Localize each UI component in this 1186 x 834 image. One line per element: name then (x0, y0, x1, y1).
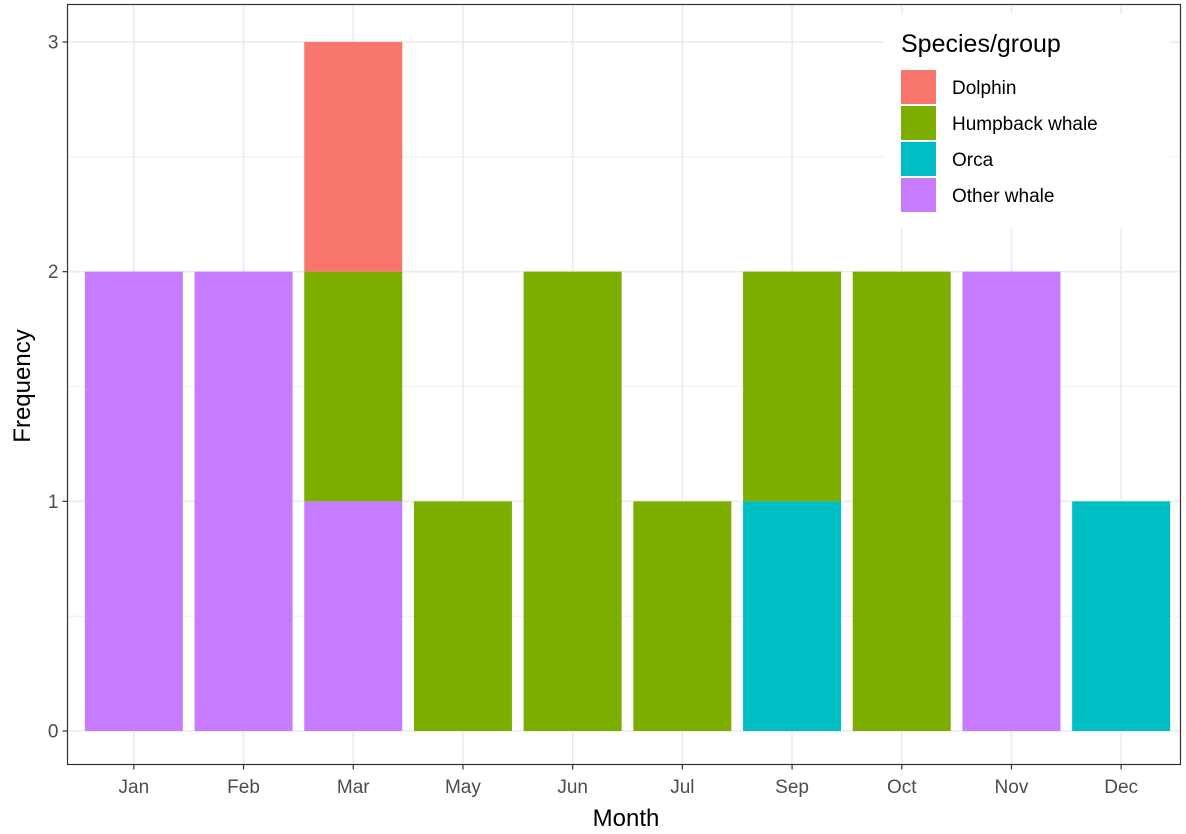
legend: Species/group Dolphin Humpback whale Orca O… (884, 14, 1170, 228)
bar-mar-other-whale (304, 501, 403, 731)
bar-mar-dolphin (304, 41, 403, 272)
panel-border (66, 3, 1182, 766)
y-axis-title: Frequency (9, 329, 36, 442)
x-axis: Jan Feb Mar May Jun Jul Sep Oct Nov Dec (119, 764, 1138, 798)
bar-sep-humpback-whale (743, 271, 842, 502)
legend-key-other-whale (901, 178, 936, 212)
bar-feb-other-whale (194, 271, 293, 731)
legend-key-orca (901, 142, 936, 176)
y-tick-label: 3 (48, 32, 59, 53)
legend-label-other-whale: Other whale (952, 186, 1054, 207)
bar-may-humpback-whale (413, 501, 512, 731)
x-tick-label-nov: Nov (995, 777, 1029, 798)
x-axis-title: Month (593, 805, 660, 832)
bar-jul-humpback-whale (633, 501, 732, 731)
bar-mar-humpback-whale (304, 271, 403, 502)
x-tick-label-jun: Jun (557, 777, 588, 798)
x-tick-label-jul: Jul (670, 777, 694, 798)
y-tick-label: 1 (48, 492, 59, 513)
y-tick-label: 2 (48, 262, 59, 283)
x-tick-label-feb: Feb (227, 777, 260, 798)
x-tick-label-dec: Dec (1104, 777, 1138, 798)
y-tick-label: 0 (48, 722, 59, 743)
bar-dec-orca (1072, 501, 1171, 731)
x-tick-label-oct: Oct (887, 777, 917, 798)
legend-label-dolphin: Dolphin (952, 78, 1016, 99)
x-tick-label-jan: Jan (119, 777, 150, 798)
bar-jun-humpback-whale (523, 271, 622, 731)
legend-key-dolphin (901, 70, 936, 104)
bar-nov-other-whale (962, 271, 1061, 731)
y-axis: 0 1 2 3 (48, 32, 68, 743)
legend-title: Species/group (901, 30, 1061, 58)
legend-label-orca: Orca (952, 150, 994, 171)
bar-jan-other-whale (84, 271, 183, 731)
x-tick-label-sep: Sep (775, 777, 809, 798)
legend-label-humpback-whale: Humpback whale (952, 114, 1098, 135)
x-tick-label-may: May (445, 777, 481, 798)
bar-sep-orca (743, 501, 842, 731)
legend-key-humpback-whale (901, 106, 936, 140)
bar-oct-humpback-whale (852, 271, 951, 731)
bars (84, 41, 1171, 731)
x-tick-label-mar: Mar (337, 777, 370, 798)
